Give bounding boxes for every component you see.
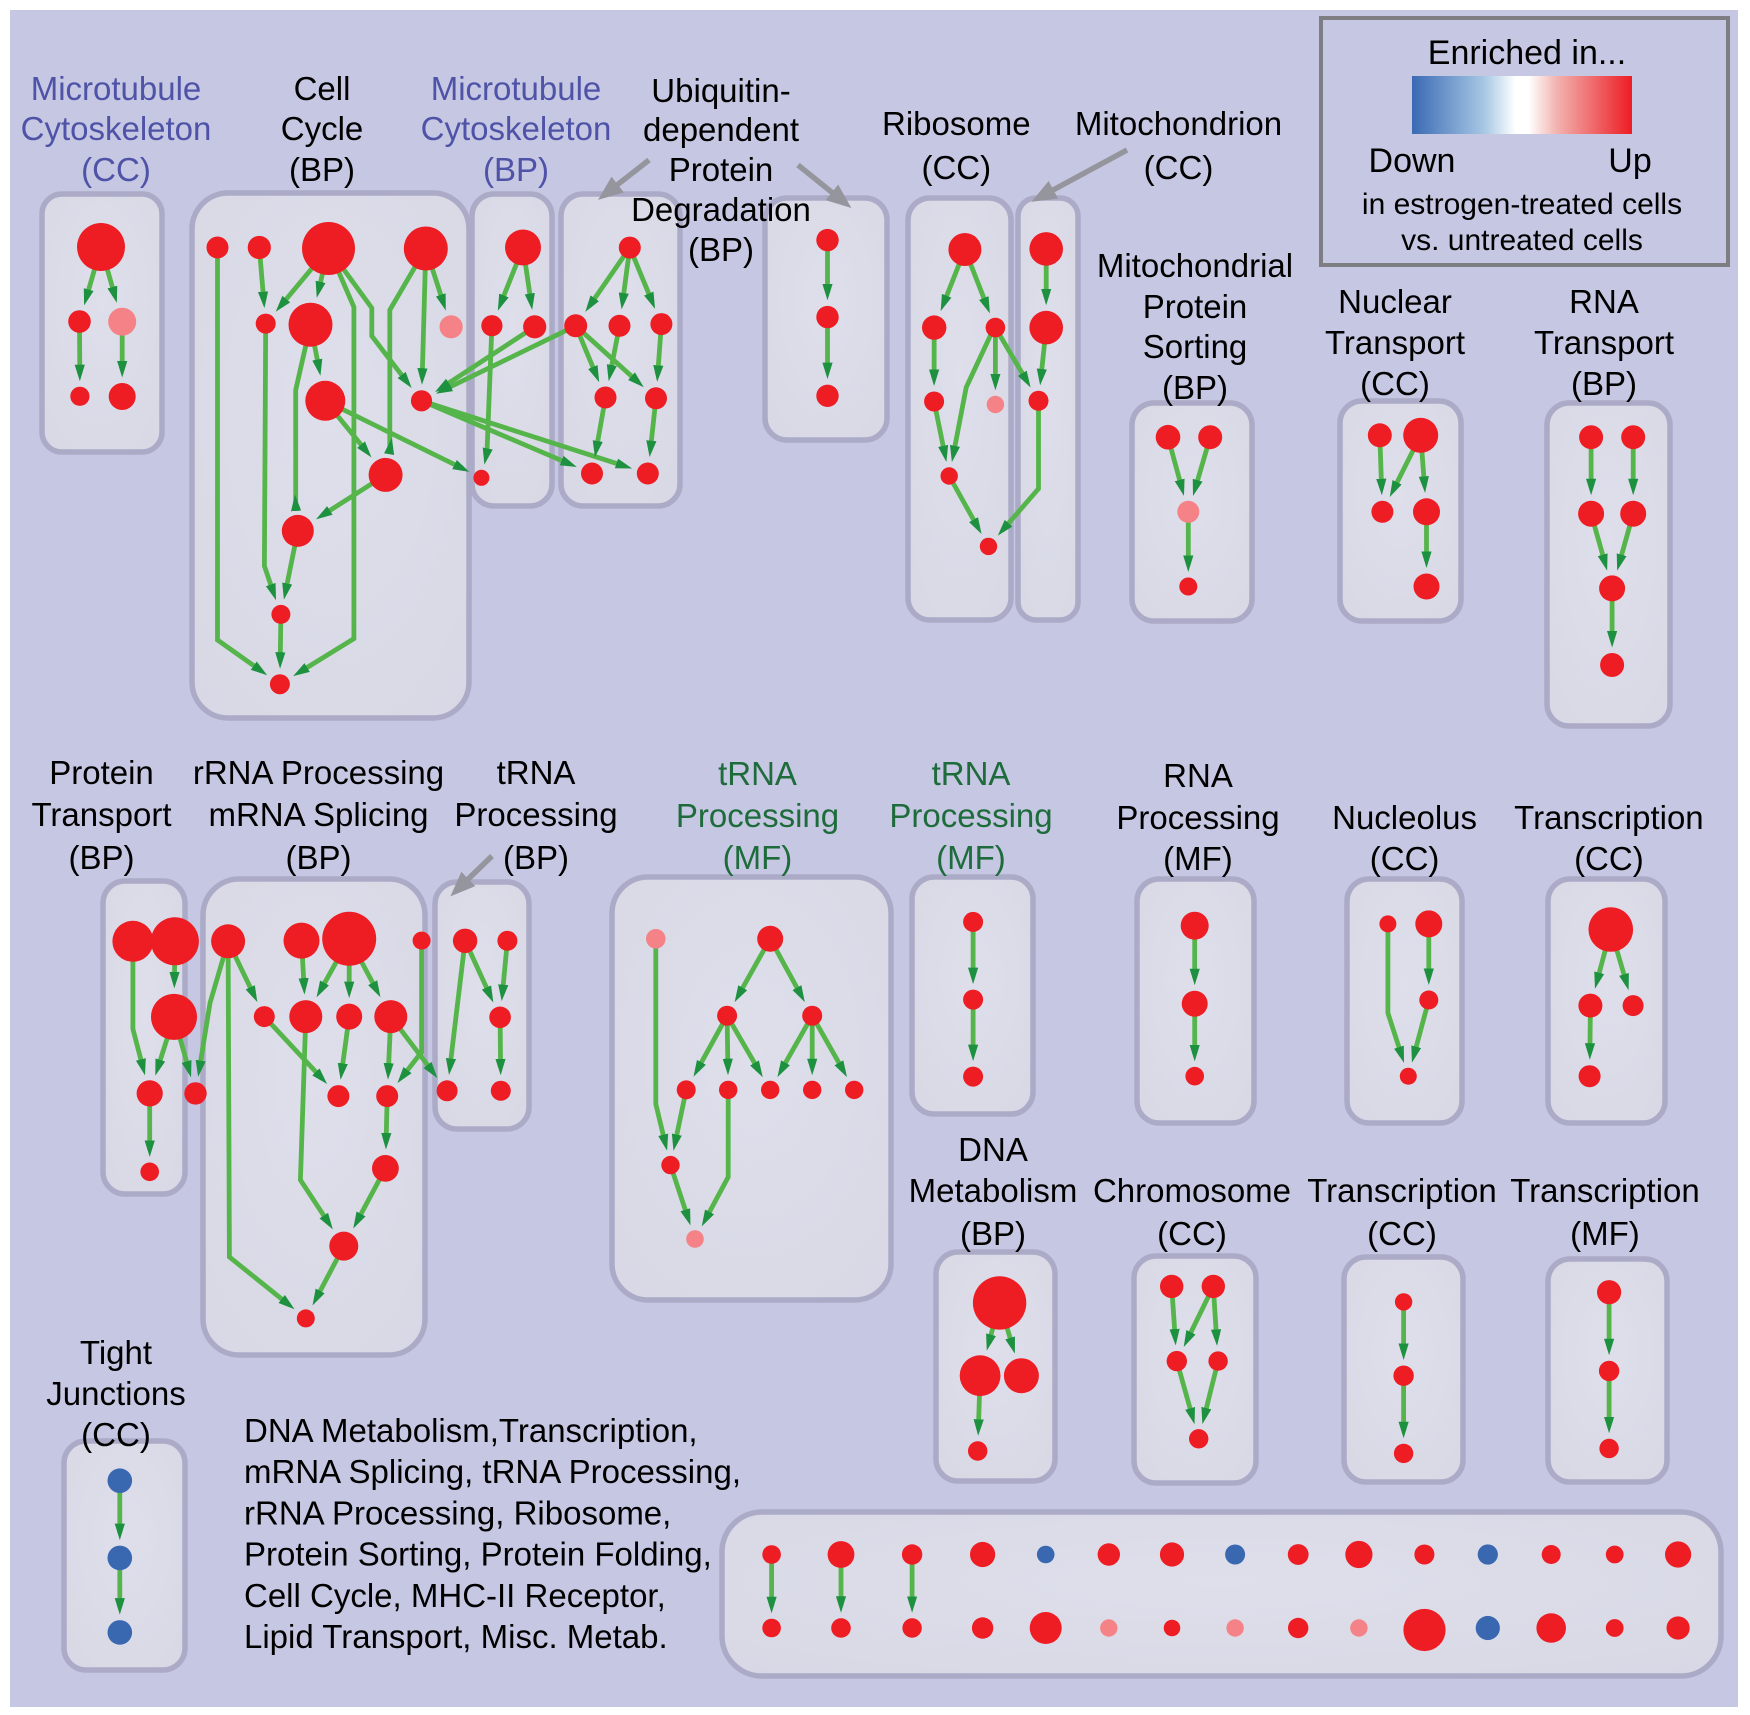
svg-text:vs. untreated cells: vs. untreated cells [1401, 224, 1643, 257]
svg-text:Microtubule: Microtubule [31, 70, 202, 107]
svg-text:Tight: Tight [80, 1334, 152, 1371]
svg-text:(BP): (BP) [960, 1215, 1026, 1252]
svg-text:Ubiquitin-: Ubiquitin- [651, 72, 790, 109]
svg-text:Cell: Cell [294, 70, 351, 107]
svg-text:Nuclear: Nuclear [1338, 283, 1452, 320]
svg-text:(BP): (BP) [289, 151, 355, 188]
svg-text:(CC): (CC) [1370, 840, 1440, 877]
svg-text:Processing: Processing [1116, 799, 1279, 836]
svg-text:Protein Sorting, Protein Foldi: Protein Sorting, Protein Folding, [244, 1536, 712, 1573]
svg-text:(CC): (CC) [1367, 1215, 1437, 1252]
svg-text:in estrogen-treated cells: in estrogen-treated cells [1362, 188, 1682, 221]
svg-text:tRNA: tRNA [932, 755, 1011, 792]
svg-text:Cell Cycle, MHC-II Receptor,: Cell Cycle, MHC-II Receptor, [244, 1577, 666, 1614]
svg-text:(MF): (MF) [936, 839, 1006, 876]
svg-text:(BP): (BP) [688, 231, 754, 268]
svg-text:Protein: Protein [669, 151, 774, 188]
svg-text:tRNA: tRNA [497, 754, 576, 791]
svg-text:Microtubule: Microtubule [431, 70, 602, 107]
svg-text:rRNA Processing: rRNA Processing [193, 754, 444, 791]
svg-text:Junctions: Junctions [46, 1375, 185, 1412]
svg-text:DNA Metabolism,Transcription,: DNA Metabolism,Transcription, [244, 1412, 698, 1449]
svg-text:(BP): (BP) [69, 839, 135, 876]
svg-text:(CC): (CC) [1574, 840, 1644, 877]
svg-text:(MF): (MF) [723, 839, 793, 876]
svg-text:(CC): (CC) [81, 151, 151, 188]
svg-text:DNA: DNA [958, 1131, 1028, 1168]
svg-text:(BP): (BP) [286, 839, 352, 876]
svg-text:Transcription: Transcription [1307, 1172, 1497, 1209]
svg-text:Cytoskeleton: Cytoskeleton [21, 110, 212, 147]
svg-text:RNA: RNA [1163, 757, 1233, 794]
svg-text:Cycle: Cycle [281, 110, 364, 147]
svg-text:rRNA Processing, Ribosome,: rRNA Processing, Ribosome, [244, 1494, 671, 1531]
svg-text:Chromosome: Chromosome [1093, 1172, 1291, 1209]
svg-text:Processing: Processing [889, 797, 1052, 834]
svg-text:Enriched in...: Enriched in... [1428, 34, 1626, 72]
svg-text:Ribosome: Ribosome [882, 105, 1031, 142]
svg-text:dependent: dependent [643, 111, 799, 148]
svg-text:Up: Up [1608, 142, 1651, 180]
svg-text:Degradation: Degradation [631, 191, 811, 228]
svg-text:(BP): (BP) [483, 151, 549, 188]
svg-text:RNA: RNA [1569, 283, 1639, 320]
svg-text:tRNA: tRNA [718, 755, 797, 792]
svg-text:Lipid Transport, Misc. Metab.: Lipid Transport, Misc. Metab. [244, 1618, 668, 1655]
svg-text:Processing: Processing [454, 796, 617, 833]
svg-text:(CC): (CC) [921, 149, 991, 186]
svg-text:Protein: Protein [1143, 288, 1248, 325]
svg-text:Metabolism: Metabolism [909, 1172, 1078, 1209]
svg-text:Transport: Transport [1534, 324, 1674, 361]
svg-text:mRNA Splicing: mRNA Splicing [208, 796, 428, 833]
svg-text:(CC): (CC) [81, 1416, 151, 1453]
svg-text:Cytoskeleton: Cytoskeleton [421, 110, 612, 147]
svg-text:Down: Down [1369, 142, 1456, 180]
svg-text:Protein: Protein [49, 754, 154, 791]
svg-text:Transport: Transport [32, 796, 172, 833]
svg-text:(CC): (CC) [1144, 149, 1214, 186]
svg-text:Mitochondrion: Mitochondrion [1075, 105, 1282, 142]
svg-text:(MF): (MF) [1163, 840, 1233, 877]
svg-text:(BP): (BP) [1162, 369, 1228, 406]
svg-text:Sorting: Sorting [1143, 328, 1248, 365]
svg-text:Transcription: Transcription [1510, 1172, 1700, 1209]
svg-text:(CC): (CC) [1360, 365, 1430, 402]
svg-text:Nucleolus: Nucleolus [1332, 799, 1477, 836]
svg-text:mRNA Splicing, tRNA Processing: mRNA Splicing, tRNA Processing, [244, 1453, 741, 1490]
svg-text:(MF): (MF) [1570, 1215, 1640, 1252]
svg-text:Mitochondrial: Mitochondrial [1097, 247, 1293, 284]
svg-text:Transport: Transport [1325, 324, 1465, 361]
svg-text:(BP): (BP) [1571, 365, 1637, 402]
svg-text:Processing: Processing [676, 797, 839, 834]
svg-text:(CC): (CC) [1157, 1215, 1227, 1252]
svg-text:Transcription: Transcription [1514, 799, 1704, 836]
svg-text:(BP): (BP) [503, 839, 569, 876]
